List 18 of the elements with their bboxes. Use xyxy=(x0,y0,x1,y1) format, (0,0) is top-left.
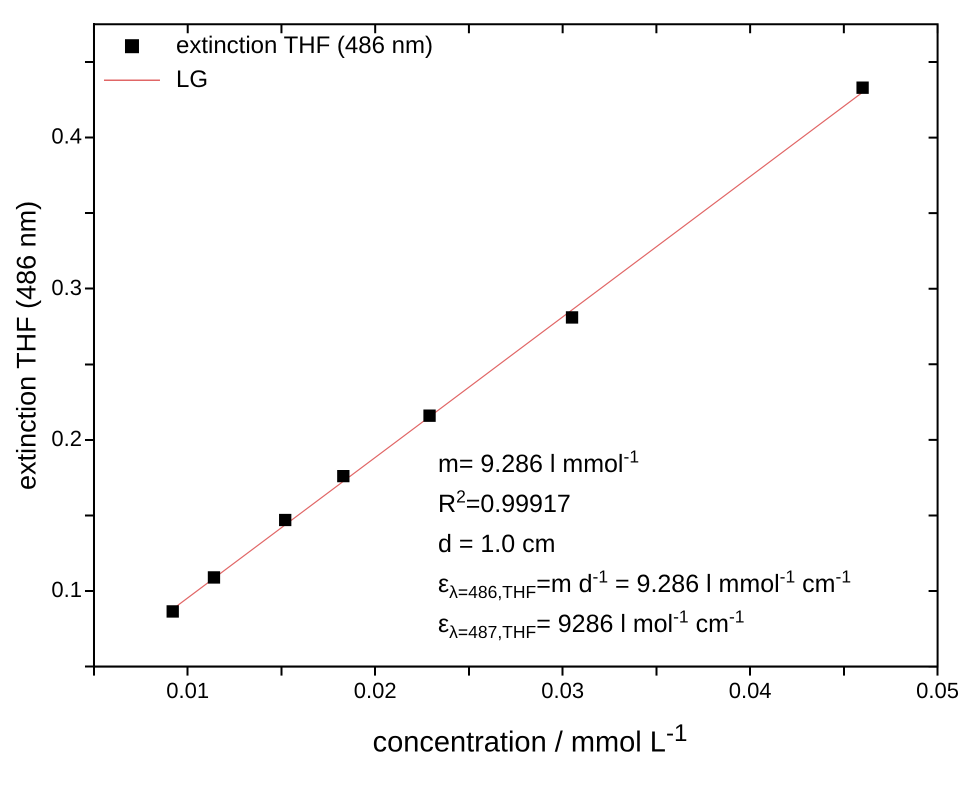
x-axis-title: concentration / mmol L$^{-1}$ xyxy=(372,720,688,760)
annotation: d = 1.0 cm xyxy=(438,529,556,560)
annotation: m= 9.286 l mmol$^{-1}$ xyxy=(438,446,640,480)
y-axis-title: extinction THF (486 nm) xyxy=(12,200,42,490)
legend-label: extinction THF (486 nm) xyxy=(176,32,433,59)
y-tick-label: 0.4 xyxy=(51,124,82,149)
legend-label: LG xyxy=(176,66,208,93)
x-tick-label: 0.03 xyxy=(541,678,584,703)
annotation: ε$_{λ=486,THF}$=m d$^{-1}$ = 9.286 l mmol$^{-1}$ cm$^{-1}$ xyxy=(438,566,852,604)
y-tick-label: 0.1 xyxy=(51,577,82,602)
y-tick-label: 0.3 xyxy=(51,274,82,300)
x-tick-label: 0.04 xyxy=(728,678,772,703)
y-tick-label: 0.2 xyxy=(51,426,82,451)
annotation: R$^{2}$=0.99917 xyxy=(438,486,572,520)
x-tick-label: 0.02 xyxy=(354,678,397,703)
x-tick-label: 0.01 xyxy=(166,678,210,703)
annotation: ε$_{λ=487,THF}$= 9286 l mol$^{-1}$ cm$^{-1}$ xyxy=(438,606,746,644)
x-tick-label: 0.05 xyxy=(916,678,960,703)
